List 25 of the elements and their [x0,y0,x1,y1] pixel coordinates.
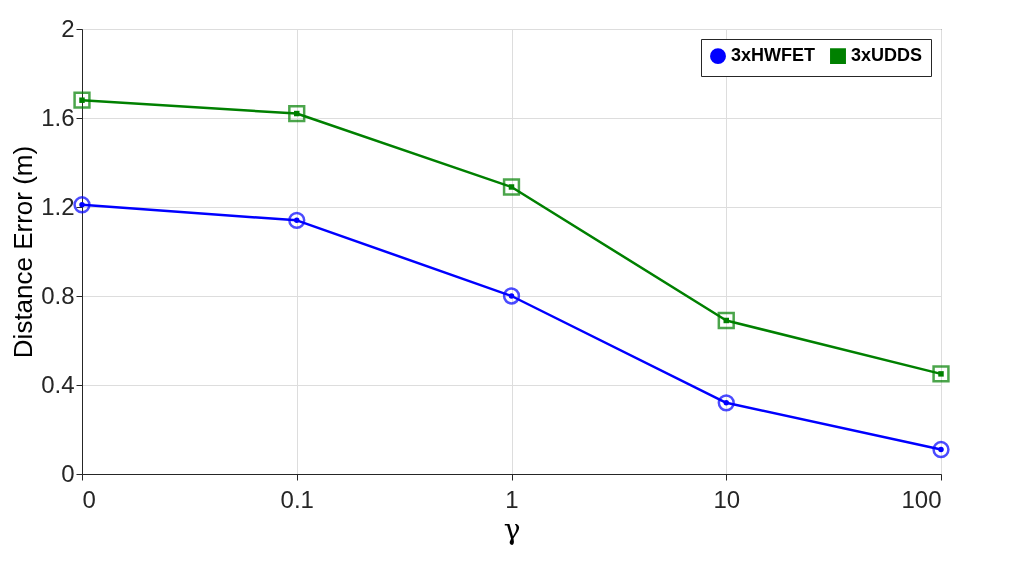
y-tick-label: 0 [61,459,75,487]
point [502,287,521,305]
x-tick-label: 100 [901,485,942,513]
y-axis-title: Distance Error (m) [8,145,39,359]
x-tick-label: 0 [82,485,96,513]
point [502,178,521,196]
point [932,440,950,459]
y-tick-label: 2 [61,14,75,42]
y-tick-label: 1.2 [41,192,75,220]
point [717,311,735,330]
point [73,91,91,109]
point [717,394,735,412]
y-tick-label: 0.4 [41,370,75,398]
point [73,196,91,214]
y-tick-label: 1.6 [41,103,75,131]
point [932,365,950,383]
x-tick-label: 1 [505,485,519,513]
x-tick-label: 10 [713,485,741,513]
legend-label: 3xHWFET [731,45,816,66]
x-tick-label: 0.1 [280,485,314,513]
x-axis-title: γ [503,512,521,546]
point [288,211,306,229]
point [288,104,306,123]
legend-label: 3xUDDS [851,45,923,66]
y-tick-label: 0.8 [41,281,75,309]
